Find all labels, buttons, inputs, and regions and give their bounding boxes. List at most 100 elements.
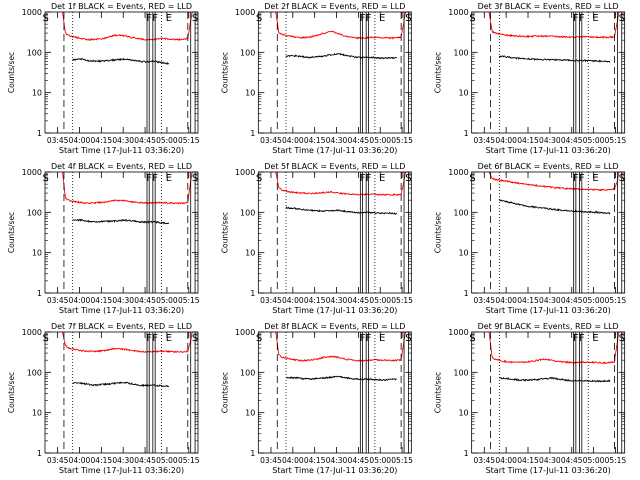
- lld-series-line: [275, 172, 406, 197]
- x-tick-label: 04:30: [326, 136, 348, 145]
- x-tick-label: 04:45: [348, 296, 370, 305]
- x-tick-label: 04:15: [91, 296, 113, 305]
- y-tick-label: 1000: [448, 328, 468, 337]
- flag-marker-label: E: [379, 173, 385, 184]
- x-tick-label: 04:30: [326, 296, 348, 305]
- flag-marker-label: E: [166, 173, 172, 184]
- y-tick-label: 100: [27, 368, 42, 377]
- y-tick-label: 1000: [22, 8, 42, 17]
- y-tick-label: 1000: [22, 328, 42, 337]
- series-group: [275, 332, 406, 382]
- lld-series-line: [488, 12, 620, 39]
- y-tick-label: 1000: [235, 8, 255, 17]
- y-axis-label: Counts/sec: [7, 212, 16, 253]
- y-axis-label: Counts/sec: [220, 212, 229, 253]
- plot-frame: [44, 11, 199, 134]
- y-axis-label: Counts/sec: [7, 372, 16, 413]
- x-tick-label: 04:45: [134, 296, 156, 305]
- series-group: [488, 172, 620, 215]
- series-group: [62, 12, 193, 65]
- y-tick-label: 100: [453, 368, 468, 377]
- x-tick-label: 05:15: [605, 456, 627, 465]
- y-tick-label: 1000: [235, 168, 255, 177]
- x-tick-label: 04:30: [112, 136, 134, 145]
- x-tick-label: 03:45: [47, 456, 69, 465]
- y-axis-label: Counts/sec: [434, 52, 443, 93]
- x-tick-label: 05:00: [369, 136, 391, 145]
- x-tick-label: 05:15: [178, 456, 200, 465]
- flag-marker-label: F: [366, 173, 372, 184]
- x-tick-label: 04:00: [495, 456, 517, 465]
- chart-title: Det 4f BLACK = Events, RED = LLD: [51, 162, 192, 171]
- x-tick-label: 04:15: [304, 456, 326, 465]
- x-tick-label: 04:15: [91, 456, 113, 465]
- flag-marker-label: E: [592, 333, 598, 344]
- flag-marker-label: F: [360, 173, 366, 184]
- flag-marker-label: E: [166, 13, 172, 24]
- x-axis-label: Start Time (17-Jul-11 03:36:20): [486, 146, 611, 155]
- x-axis-label: Start Time (17-Jul-11 03:36:20): [59, 306, 184, 315]
- y-tick-label: 10: [32, 249, 42, 258]
- flag-marker-label: F: [366, 13, 372, 24]
- flag-marker-label: F: [146, 333, 152, 344]
- plot-frame: [44, 171, 199, 294]
- chart-title: Det 1f BLACK = Events, RED = LLD: [51, 2, 192, 11]
- y-tick-label: 1000: [235, 328, 255, 337]
- y-tick-label: 1000: [448, 8, 468, 17]
- x-tick-label: 05:00: [583, 296, 605, 305]
- x-tick-label: 04:45: [561, 456, 583, 465]
- events-series-line: [498, 55, 611, 63]
- x-tick-label: 03:45: [47, 296, 69, 305]
- series-group: [488, 332, 620, 383]
- y-tick-label: 1: [37, 449, 42, 458]
- y-tick-label: 10: [245, 249, 255, 258]
- chart-title: Det 9f BLACK = Events, RED = LLD: [478, 322, 619, 331]
- y-tick-label: 10: [245, 89, 255, 98]
- chart-title: Det 2f BLACK = Events, RED = LLD: [264, 2, 405, 11]
- x-tick-label: 05:15: [178, 136, 200, 145]
- x-axis-label: Start Time (17-Jul-11 03:36:20): [486, 306, 611, 315]
- x-tick-label: 03:45: [260, 456, 282, 465]
- plot-frame: [257, 171, 412, 294]
- x-tick-label: 04:15: [517, 456, 539, 465]
- y-tick-label: 100: [453, 48, 468, 57]
- x-tick-label: 04:45: [348, 136, 370, 145]
- y-tick-label: 1000: [22, 168, 42, 177]
- x-tick-label: 05:15: [391, 296, 413, 305]
- flag-marker-label: E: [379, 333, 385, 344]
- x-tick-label: 03:45: [260, 136, 282, 145]
- y-axis-label: Counts/sec: [220, 52, 229, 93]
- x-tick-label: 05:15: [178, 296, 200, 305]
- x-tick-label: 04:15: [91, 136, 113, 145]
- flag-marker-label: F: [366, 333, 372, 344]
- x-tick-label: 05:15: [605, 136, 627, 145]
- y-tick-label: 10: [245, 409, 255, 418]
- x-tick-label: 05:00: [369, 296, 391, 305]
- lld-series-line: [62, 12, 193, 42]
- x-tick-label: 04:45: [134, 456, 156, 465]
- flag-marker-label: F: [579, 13, 585, 24]
- events-series-line: [72, 57, 170, 65]
- y-axis-label: Counts/sec: [434, 212, 443, 253]
- y-tick-label: 10: [458, 409, 468, 418]
- series-group: [275, 172, 406, 215]
- x-tick-label: 05:15: [391, 456, 413, 465]
- plot-frame: [257, 11, 412, 134]
- y-tick-label: 10: [458, 89, 468, 98]
- x-tick-label: 04:45: [348, 456, 370, 465]
- y-tick-label: 1: [37, 129, 42, 138]
- x-axis-label: Start Time (17-Jul-11 03:36:20): [272, 146, 397, 155]
- y-tick-label: 1: [464, 449, 469, 458]
- y-axis-label: Counts/sec: [7, 52, 16, 93]
- flag-marker-label: F: [152, 13, 158, 24]
- series-group: [62, 332, 193, 388]
- flag-marker-label: F: [573, 173, 579, 184]
- x-axis-label: Start Time (17-Jul-11 03:36:20): [59, 466, 184, 475]
- x-tick-label: 05:00: [369, 456, 391, 465]
